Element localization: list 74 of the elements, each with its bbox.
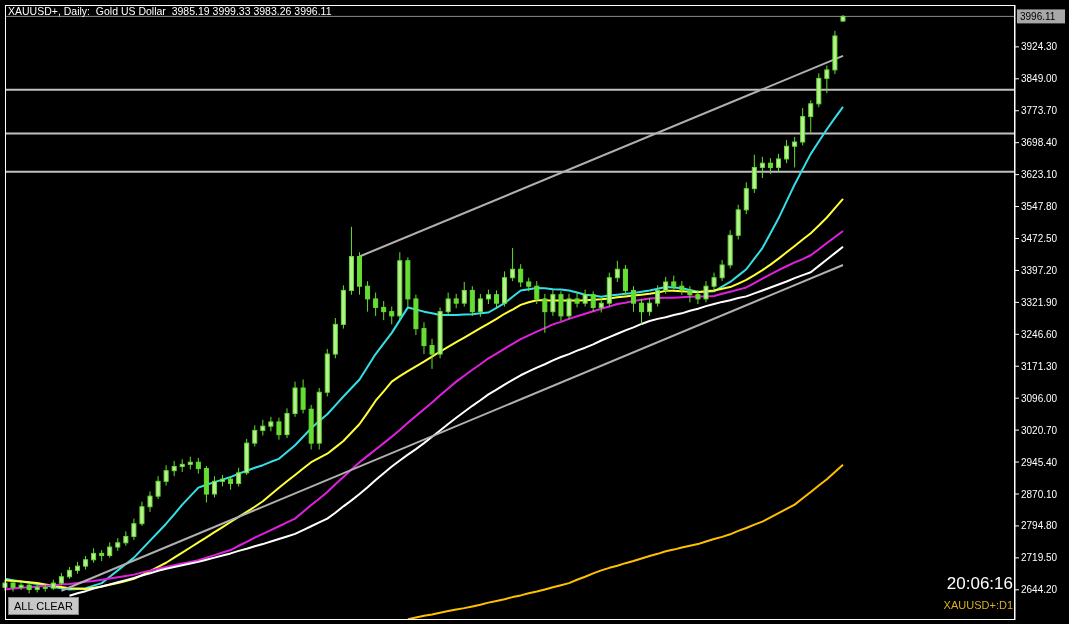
candlestick xyxy=(574,292,580,308)
candlestick xyxy=(510,247,516,282)
y-tick-label: 3472.50 xyxy=(1021,233,1058,245)
candlestick xyxy=(534,280,540,305)
y-tick-label: 2719.50 xyxy=(1021,552,1058,564)
candlestick xyxy=(687,285,693,303)
candlestick xyxy=(26,582,32,594)
y-tick-label: 2794.80 xyxy=(1021,520,1058,532)
y-tick-label: 3924.30 xyxy=(1021,41,1058,53)
annotation: ALL CLEAR xyxy=(8,597,79,615)
y-tick-label: 3623.10 xyxy=(1021,169,1058,181)
candlestick xyxy=(808,99,814,135)
text: XAUUSD+:D1 xyxy=(943,599,1013,611)
candlestick xyxy=(542,293,548,334)
y-tick-label: 3171.30 xyxy=(1021,360,1058,372)
y-tick-label: 3773.70 xyxy=(1021,105,1058,117)
candlestick xyxy=(155,475,161,500)
candlestick xyxy=(590,290,596,313)
candlestick xyxy=(18,581,24,591)
candlestick xyxy=(421,321,427,355)
candlestick xyxy=(461,281,467,308)
candlestick xyxy=(276,417,282,441)
candlestick xyxy=(300,379,306,414)
y-tick-label: 3321.90 xyxy=(1021,296,1058,308)
y-tick-label: 2945.40 xyxy=(1021,456,1058,468)
y-tick-label: 2870.10 xyxy=(1021,488,1058,500)
candlestick xyxy=(131,518,137,541)
candlestick xyxy=(719,259,725,282)
candlestick xyxy=(211,475,217,498)
candlestick xyxy=(558,290,564,322)
candlestick xyxy=(639,298,645,325)
candlestick xyxy=(477,293,483,318)
candlestick xyxy=(268,416,274,432)
candlestick xyxy=(622,264,628,296)
y-tick-label: 3020.70 xyxy=(1021,424,1058,436)
y-tick-label: 2644.20 xyxy=(1021,584,1058,596)
candlestick xyxy=(784,139,790,164)
candlestick xyxy=(550,289,556,317)
candlestick xyxy=(381,300,387,321)
candlestick xyxy=(792,136,798,168)
candlestick xyxy=(236,467,242,487)
candlestick xyxy=(824,65,830,94)
candlestick xyxy=(518,263,524,288)
candlestick xyxy=(445,292,451,316)
candlestick xyxy=(695,289,701,305)
y-tick-label: 3849.00 xyxy=(1021,73,1058,85)
candlestick xyxy=(743,181,749,215)
candlestick xyxy=(566,293,572,320)
text: 20:06:16 xyxy=(946,574,1013,594)
candlestick xyxy=(759,156,765,179)
y-tick-label: 3397.20 xyxy=(1021,264,1058,276)
candlestick xyxy=(429,338,435,370)
y-tick-label: 3547.80 xyxy=(1021,201,1058,213)
candlestick xyxy=(252,424,258,448)
ref-line-label: 3996.11 xyxy=(1020,11,1056,23)
candlestick xyxy=(614,260,620,283)
candlestick xyxy=(10,580,16,593)
candlestick xyxy=(147,490,153,513)
candlestick xyxy=(139,501,145,527)
candlestick xyxy=(630,285,636,313)
candlestick xyxy=(469,285,475,317)
candlestick xyxy=(373,292,379,317)
y-tick-label: 3698.40 xyxy=(1021,137,1058,149)
candlestick xyxy=(751,154,757,194)
candlestick xyxy=(703,280,709,303)
chart-title: XAUUSD+, Daily: Gold US Dollar 3985.19 3999.33 3983.26 3996.11 xyxy=(8,5,332,17)
line-series xyxy=(4,105,844,591)
y-tick-label: 3246.60 xyxy=(1021,328,1058,340)
y-tick-label: 3096.00 xyxy=(1021,392,1058,404)
candlestick xyxy=(284,407,290,439)
line-series xyxy=(406,463,844,620)
candlestick xyxy=(365,280,371,313)
candlestick xyxy=(655,284,661,308)
candlestick xyxy=(163,464,169,487)
